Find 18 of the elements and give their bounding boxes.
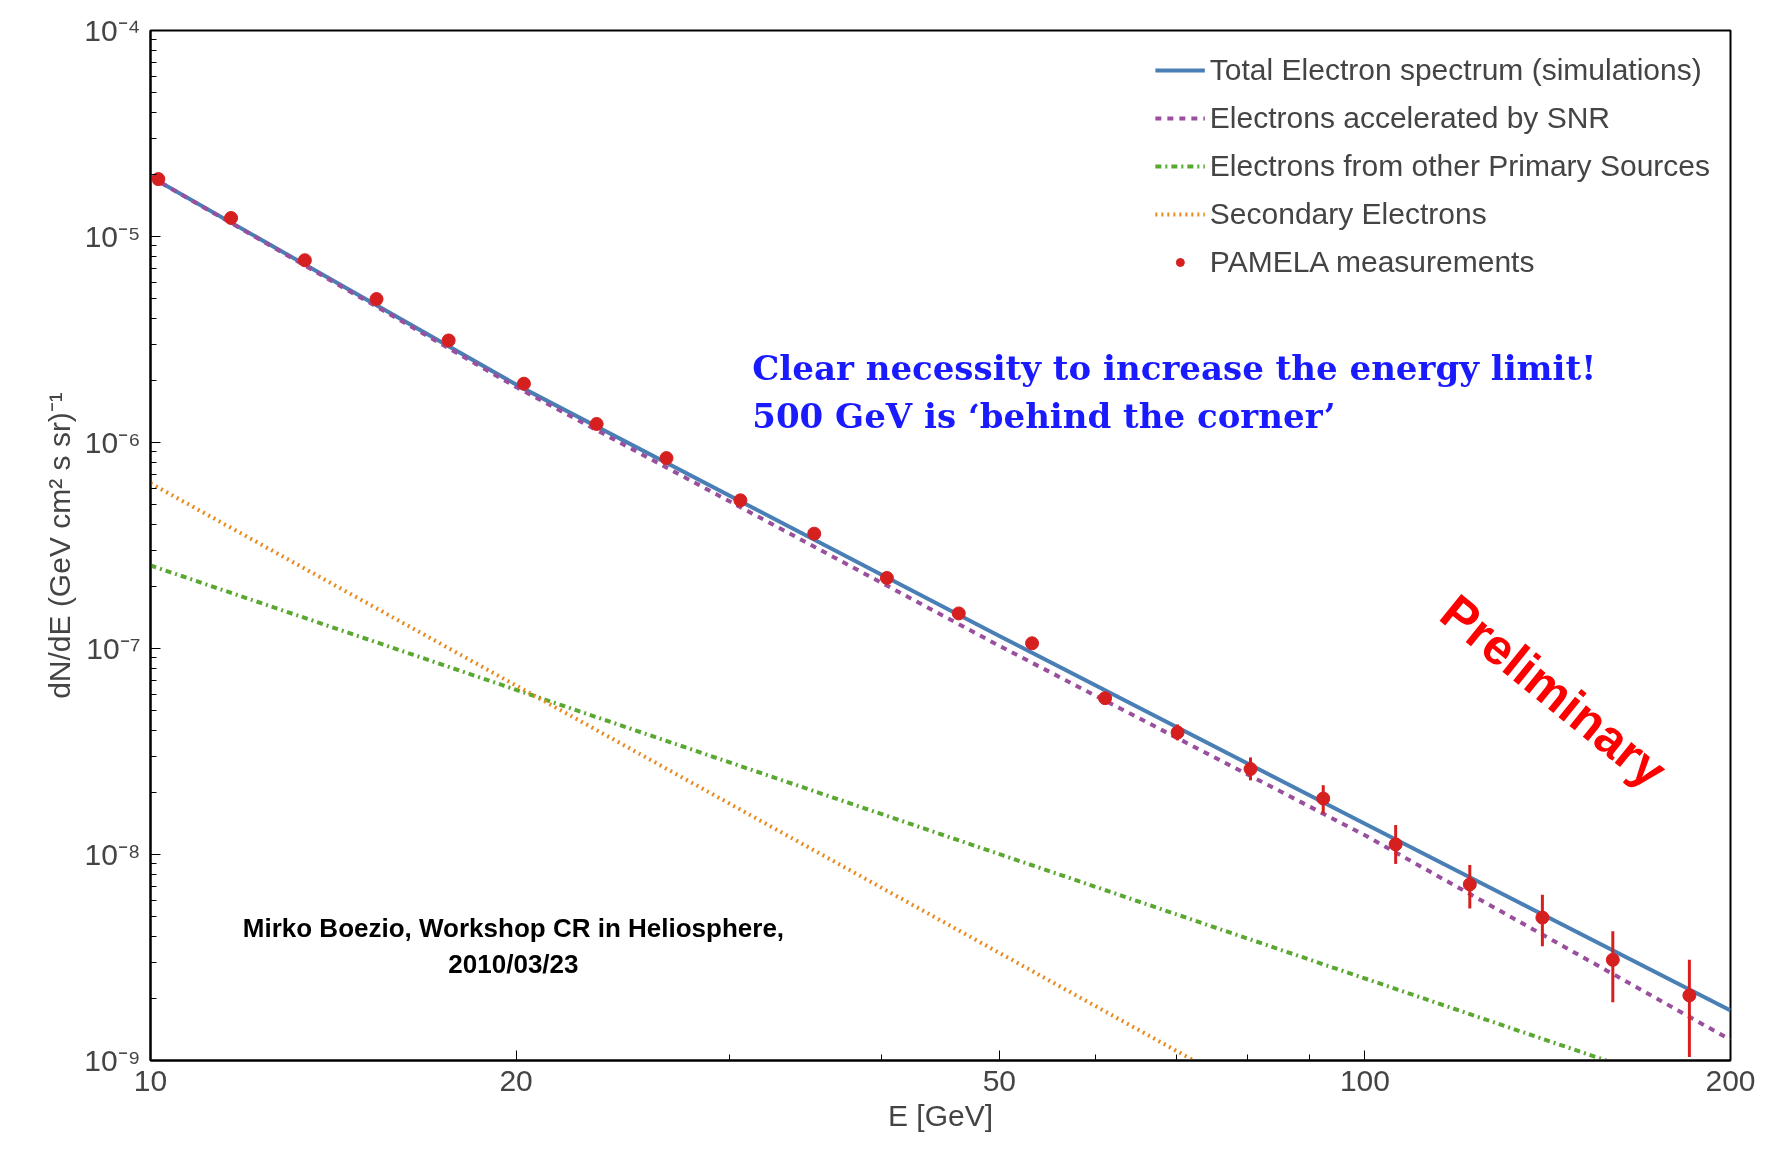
y-tick-label: 10⁻⁸	[84, 838, 141, 871]
legend-label: PAMELA measurements	[1209, 244, 1535, 280]
y-tick-label: 10⁻⁷	[86, 632, 141, 665]
x-tick-label: 100	[1339, 1063, 1390, 1097]
annotation: Clear necessity to increase the energy limit! 500 GeV is ‘behind the corner’	[752, 348, 1597, 437]
legend-label: Secondary Electrons	[1209, 196, 1487, 232]
x-axis-title: E [GeV]	[887, 1098, 994, 1132]
legend-label: Total Electron spectrum (simulations)	[1209, 52, 1702, 88]
y-tick-label: 10⁻⁶	[84, 426, 141, 459]
legend-label: Electrons accelerated by SNR	[1209, 100, 1611, 136]
x-tick-label: 50	[982, 1063, 1017, 1097]
legend-label: Electrons from other Primary Sources	[1209, 148, 1710, 184]
y-tick-label: 10⁻⁴	[84, 14, 141, 47]
x-tick-label: 20	[499, 1063, 533, 1097]
annotation: Mirko Boezio, Workshop CR in Heliosphere, 2010/03/23	[242, 912, 785, 979]
y-axis-title: dN/dE (GeV cm² s sr)⁻¹	[43, 392, 77, 699]
y-tick-label: 10⁻⁵	[84, 220, 141, 253]
x-tick-label: 200	[1705, 1063, 1756, 1097]
